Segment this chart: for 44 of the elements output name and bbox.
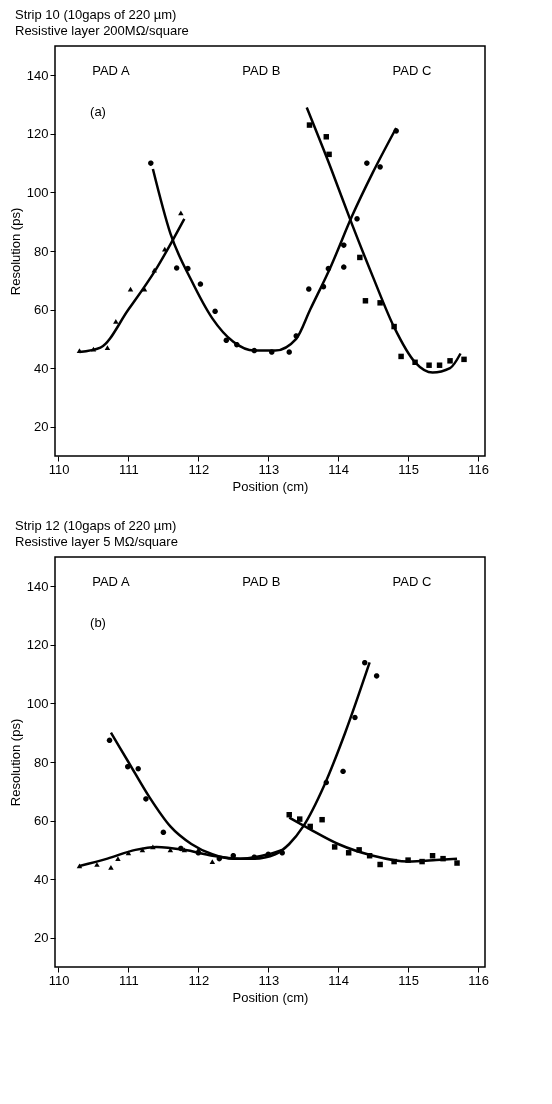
annotation: PAD B [242, 62, 281, 78]
y-tick-label: 60 [34, 813, 49, 829]
annotation: PAD A [92, 573, 130, 589]
y-tick-label: 20 [34, 419, 49, 435]
x-tick-label: 114 [328, 461, 350, 477]
y-axis-title: Resolution (ps) [7, 207, 23, 296]
x-tick-label: 112 [188, 972, 210, 988]
chart-subtitle: Resistive layer 200MΩ/square [15, 23, 189, 38]
y-tick-label: 140 [26, 67, 49, 83]
y-tick-label: 100 [26, 184, 49, 200]
y-tick-label: 80 [34, 754, 49, 770]
chart-title: Strip 10 (10gaps of 220 µm) [15, 7, 177, 22]
y-tick-label: 20 [34, 930, 49, 946]
annotation: PAD A [92, 62, 130, 78]
y-tick-label: 120 [26, 126, 49, 142]
x-tick-label: 111 [119, 461, 139, 477]
x-tick-label: 115 [398, 972, 419, 988]
x-tick-label: 115 [398, 461, 419, 477]
x-tick-label: 114 [328, 972, 350, 988]
x-tick-label: 113 [258, 461, 280, 477]
x-axis-title: Position (cm) [232, 989, 309, 1005]
x-tick-label: 111 [119, 972, 139, 988]
y-axis-title: Resolution (ps) [7, 718, 23, 807]
y-tick-label: 80 [34, 243, 49, 259]
x-tick-label: 116 [468, 461, 489, 477]
annotation: (b) [90, 614, 106, 630]
y-tick-label: 120 [26, 637, 49, 653]
x-tick-label: 113 [258, 972, 280, 988]
y-tick-label: 60 [34, 302, 49, 318]
x-tick-label: 112 [188, 461, 210, 477]
annotation: PAD B [242, 573, 281, 589]
x-tick-label: 110 [48, 972, 70, 988]
x-tick-label: 110 [48, 461, 70, 477]
chart-title: Strip 12 (10gaps of 220 µm) [15, 518, 177, 533]
annotation: PAD C [392, 573, 432, 589]
annotation: (a) [90, 103, 106, 119]
y-tick-label: 140 [26, 578, 49, 594]
y-tick-label: 40 [34, 360, 49, 376]
chart-subtitle: Resistive layer 5 MΩ/square [15, 534, 178, 549]
x-tick-label: 116 [468, 972, 489, 988]
annotation: PAD C [392, 62, 432, 78]
x-axis-title: Position (cm) [232, 478, 309, 494]
y-tick-label: 100 [26, 695, 49, 711]
y-tick-label: 40 [34, 871, 49, 887]
